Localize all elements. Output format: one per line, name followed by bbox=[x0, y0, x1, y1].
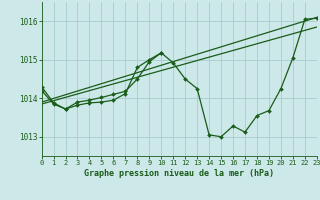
X-axis label: Graphe pression niveau de la mer (hPa): Graphe pression niveau de la mer (hPa) bbox=[84, 169, 274, 178]
